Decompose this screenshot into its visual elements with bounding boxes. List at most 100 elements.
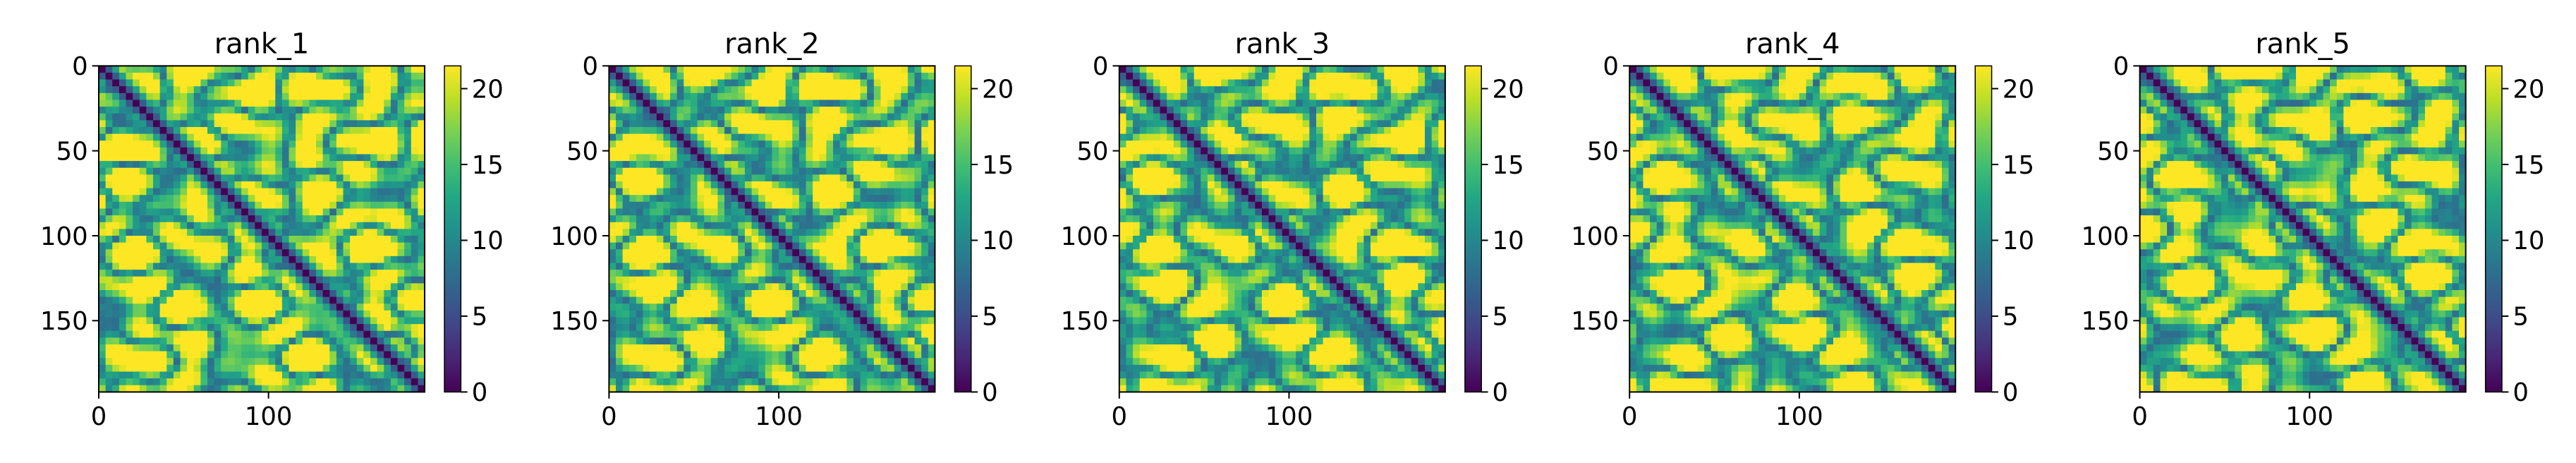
heatmap-cell <box>914 330 922 338</box>
heatmap-cell <box>731 161 739 169</box>
heatmap-cell <box>785 188 793 196</box>
heatmap-cell <box>268 235 276 243</box>
heatmap-cell <box>860 107 868 114</box>
heatmap-cell <box>676 310 684 318</box>
heatmap-cell <box>214 324 221 332</box>
heatmap-cell <box>819 86 827 94</box>
heatmap-cell <box>248 263 256 270</box>
heatmap-cell <box>887 79 895 87</box>
heatmap-cell <box>234 120 242 128</box>
heatmap-cell <box>241 120 249 128</box>
heatmap-cell <box>193 208 202 216</box>
heatmap-cell <box>853 154 861 162</box>
heatmap-cell <box>343 100 351 107</box>
heatmap-cell <box>112 324 120 332</box>
heatmap-cell <box>670 303 678 311</box>
heatmap-cell <box>146 358 154 366</box>
heatmap-cell <box>867 147 875 155</box>
heatmap-cell <box>227 242 236 250</box>
heatmap-cell <box>690 201 698 210</box>
heatmap-cell <box>853 351 861 359</box>
heatmap-cell <box>153 208 161 216</box>
heatmap-cell <box>901 140 909 148</box>
heatmap-cell <box>411 72 419 80</box>
heatmap-cell <box>1384 100 1392 107</box>
heatmap-cell <box>281 167 290 175</box>
heatmap-cell <box>792 296 800 304</box>
heatmap-cell <box>846 310 854 318</box>
heatmap-cell <box>316 263 324 270</box>
heatmap-cell <box>643 100 650 107</box>
heatmap-cell <box>1356 86 1364 94</box>
heatmap-cell <box>234 263 242 270</box>
heatmap-cell <box>928 242 936 250</box>
heatmap-cell <box>105 235 113 243</box>
heatmap-cell <box>798 270 807 277</box>
heatmap-cell <box>193 195 202 203</box>
heatmap-cell <box>656 140 664 148</box>
heatmap-cell <box>826 344 834 352</box>
heatmap-cell <box>758 140 766 148</box>
heatmap-cell <box>907 181 916 189</box>
heatmap-cell <box>629 330 637 338</box>
heatmap-cell <box>126 120 133 128</box>
heatmap-cell <box>350 167 358 175</box>
heatmap-cell <box>281 174 290 182</box>
heatmap-cell <box>336 263 344 270</box>
heatmap-cell <box>873 147 882 155</box>
heatmap-cell <box>806 229 813 236</box>
heatmap-cell <box>656 283 664 291</box>
heatmap-cell <box>214 358 221 366</box>
heatmap-cell <box>873 72 882 80</box>
heatmap-cell <box>418 276 425 284</box>
heatmap-cell <box>1255 79 1263 87</box>
heatmap-cell <box>316 147 324 155</box>
heatmap-cell <box>262 317 269 325</box>
heatmap-cell <box>350 276 358 284</box>
heatmap-cell <box>1146 92 1154 101</box>
heatmap-cell <box>731 92 739 101</box>
heatmap-cell <box>731 385 739 392</box>
heatmap-cell <box>697 385 705 392</box>
heatmap-cell <box>146 303 154 311</box>
heatmap-cell <box>880 296 888 304</box>
heatmap-cell <box>193 161 202 169</box>
heatmap-cell <box>650 283 657 291</box>
heatmap-cell <box>255 107 262 114</box>
heatmap-cell <box>255 235 262 243</box>
heatmap-cell <box>112 140 120 148</box>
heatmap-cell <box>792 235 800 243</box>
colorbar-tick-label: 15 <box>472 151 504 180</box>
heatmap-cell <box>826 161 834 169</box>
heatmap-cell <box>867 126 875 135</box>
heatmap-cell <box>867 229 875 236</box>
heatmap-cell <box>322 195 330 203</box>
heatmap-cell <box>765 140 773 148</box>
heatmap-cell <box>819 290 827 298</box>
heatmap-cell <box>390 154 399 162</box>
heatmap-cell <box>214 222 221 229</box>
heatmap-cell <box>1336 86 1344 94</box>
heatmap-cell <box>873 276 882 284</box>
heatmap-cell <box>792 385 800 392</box>
heatmap-cell <box>1268 92 1276 101</box>
heatmap-cell <box>268 72 276 80</box>
heatmap-cell <box>731 100 739 107</box>
heatmap-cell <box>404 126 412 135</box>
heatmap-cell <box>792 208 800 216</box>
heatmap-cell <box>1193 92 1201 101</box>
heatmap-cell <box>772 195 779 203</box>
heatmap-cell <box>1363 92 1371 101</box>
heatmap-cell <box>758 378 766 386</box>
heatmap-cell <box>268 113 276 121</box>
heatmap-cell <box>656 344 664 352</box>
heatmap-cell <box>629 72 637 80</box>
heatmap-cell <box>907 263 916 270</box>
heatmap-cell <box>356 201 365 210</box>
heatmap-cell <box>690 79 698 87</box>
heatmap-cell <box>1302 100 1310 107</box>
heatmap-cell <box>126 296 133 304</box>
heatmap-cell <box>363 222 371 229</box>
heatmap-cell <box>288 161 296 169</box>
heatmap-cell <box>207 351 215 359</box>
